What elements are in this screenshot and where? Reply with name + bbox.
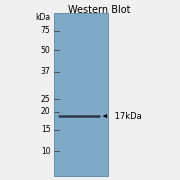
Text: kDa: kDa	[35, 14, 50, 22]
Text: 25: 25	[41, 94, 50, 103]
Text: 37: 37	[41, 68, 50, 76]
Text: 10: 10	[41, 147, 50, 156]
Text: 20: 20	[41, 107, 50, 116]
Text: 15: 15	[41, 125, 50, 134]
Text: 50: 50	[41, 46, 50, 55]
Text: Western Blot: Western Blot	[68, 5, 130, 15]
Text: 75: 75	[41, 26, 50, 35]
Text: 17kDa: 17kDa	[112, 112, 141, 121]
Bar	[54, 13, 108, 176]
